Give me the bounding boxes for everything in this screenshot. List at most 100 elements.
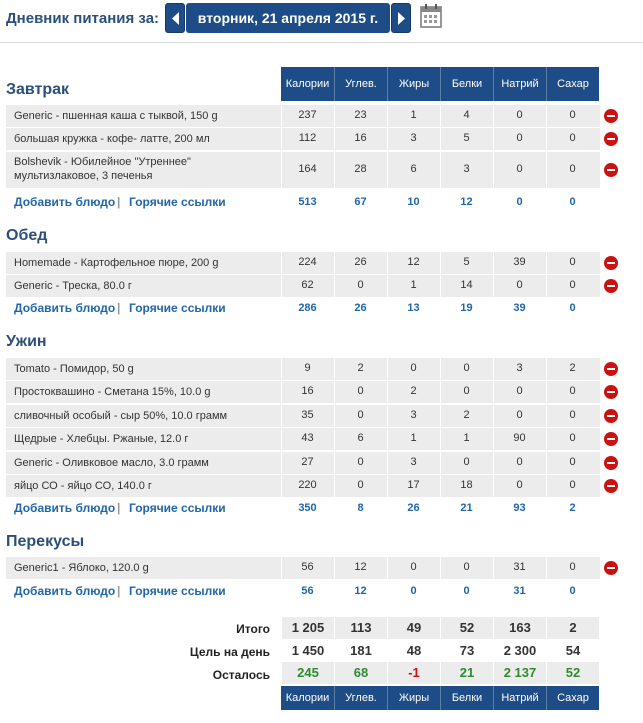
food-name-line: Generic - Оливковое масло, 3.0 грамм [14, 457, 209, 469]
cell-divider [546, 405, 547, 427]
meal-total-value: 26 [407, 502, 420, 514]
meal-totals-row: Добавить блюдо | Горячие ссылки 513 67 10 12 0 0 [6, 193, 600, 215]
cell-divider [334, 452, 335, 474]
nutrient-value: 3 [463, 163, 470, 175]
meal-total-value: 0 [569, 196, 576, 208]
food-name[interactable]: яйцо СО - яйцо СО, 140.0 г [14, 479, 152, 493]
summary-value: 181 [334, 640, 387, 662]
nutrient-value: 0 [569, 479, 576, 491]
food-name[interactable]: Bolshevik - Юбилейное "Утреннее" мультизл… [14, 155, 191, 183]
meal-total-value: 21 [460, 502, 473, 514]
next-day-button[interactable] [391, 3, 411, 33]
add-food-link[interactable]: Добавить блюдо [14, 195, 116, 209]
food-row: большая кружка - кофе- латте, 200 мл 112 1… [6, 128, 600, 150]
food-name[interactable]: Generic - Оливковое масло, 3.0 грамм [14, 456, 209, 470]
nutrient-value: 3 [410, 132, 417, 144]
add-food-link[interactable]: Добавить блюдо [14, 584, 116, 598]
cell-divider [334, 275, 335, 297]
food-name[interactable]: Щедрые - Хлебцы. Ржаные, 12.0 г [14, 432, 188, 446]
cell-divider [334, 557, 335, 579]
remove-food-icon[interactable] [604, 279, 618, 293]
food-name-line: Generic - пшенная каша с тыквой, 150 g [14, 110, 218, 122]
cell-divider [281, 152, 282, 188]
nutrient-value: 0 [516, 109, 523, 121]
nutrient-value: 4 [463, 109, 470, 121]
col-calories: Калории [285, 692, 330, 704]
food-name[interactable]: сливочный особый - сыр 50%, 10.0 грамм [14, 409, 227, 423]
nutrient-value: 0 [569, 409, 576, 421]
cell-divider [440, 475, 441, 497]
quick-links-link[interactable]: Горячие ссылки [129, 301, 226, 315]
prev-day-button[interactable] [165, 3, 185, 33]
quick-links-link[interactable]: Горячие ссылки [129, 195, 226, 209]
remove-food-icon[interactable] [604, 561, 618, 575]
quick-links-link[interactable]: Горячие ссылки [129, 501, 226, 515]
remove-food-icon[interactable] [604, 479, 618, 493]
nutrient-value: 90 [513, 432, 526, 444]
cell-divider [493, 452, 494, 474]
quick-links-link[interactable]: Горячие ссылки [129, 584, 226, 598]
link-separator: | [117, 501, 121, 515]
remove-food-icon[interactable] [604, 385, 618, 399]
cell-divider [546, 428, 547, 450]
meal-total-value: 19 [460, 302, 473, 314]
food-name[interactable]: Generic - Треска, 80.0 г [14, 279, 132, 293]
summary-value: 21 [440, 662, 493, 684]
calendar-icon[interactable] [420, 4, 442, 28]
remove-food-icon[interactable] [604, 256, 618, 270]
col-carbs: Углев. [334, 67, 387, 101]
add-food-link[interactable]: Добавить блюдо [14, 501, 116, 515]
nutrient-value: 1 [463, 432, 470, 444]
food-name[interactable]: Generic - пшенная каша с тыквой, 150 g [14, 109, 218, 123]
food-name[interactable]: Generic1 - Яблоко, 120.0 g [14, 561, 149, 575]
food-name[interactable]: Homemade - Картофельное пюре, 200 g [14, 256, 218, 270]
remove-food-icon[interactable] [604, 409, 618, 423]
remove-food-icon[interactable] [604, 456, 618, 470]
cell-divider [334, 358, 335, 380]
food-name-line: Простоквашино - Сметана 15%, 10.0 g [14, 386, 211, 398]
nutrient-value: 0 [463, 561, 470, 573]
remove-food-icon[interactable] [604, 132, 618, 146]
goal-label: Цель на день [189, 645, 270, 659]
nutrient-value: 31 [513, 561, 526, 573]
cell-divider [440, 128, 441, 150]
nutrient-value: 16 [354, 132, 367, 144]
cell-divider [493, 275, 494, 297]
nutrient-value: 0 [357, 479, 364, 491]
remove-food-icon[interactable] [604, 362, 618, 376]
meal-totals-row: Добавить блюдо | Горячие ссылки 56 12 0 0 31 0 [6, 582, 600, 604]
food-name-line: мультизлаковое, 3 печенья [14, 170, 153, 182]
cell-divider [281, 358, 282, 380]
cell-divider [440, 452, 441, 474]
meal-total-value: 39 [513, 302, 526, 314]
nutrient-value: 0 [516, 409, 523, 421]
meal-total-value: 0 [569, 302, 576, 314]
food-name[interactable]: Tomato - Помидор, 50 g [14, 362, 134, 376]
cell-divider [281, 557, 282, 579]
cell-divider [281, 428, 282, 450]
food-row: Generic - Оливковое масло, 3.0 грамм 27 0 3… [6, 452, 600, 474]
cell-divider [493, 381, 494, 403]
cell-divider [334, 405, 335, 427]
nutrient-value: 0 [569, 132, 576, 144]
remove-food-icon[interactable] [604, 163, 618, 177]
cell-divider [387, 381, 388, 403]
nutrient-value: 0 [357, 456, 364, 468]
cell-divider [387, 275, 388, 297]
remove-food-icon[interactable] [604, 432, 618, 446]
cell-divider [546, 105, 547, 127]
nutrient-value: 0 [516, 163, 523, 175]
nutrient-value: 43 [301, 432, 314, 444]
summary-value: -1 [387, 662, 440, 684]
add-food-link[interactable]: Добавить блюдо [14, 301, 116, 315]
chevron-left-icon [172, 12, 179, 25]
food-name[interactable]: Простоквашино - Сметана 15%, 10.0 g [14, 385, 211, 399]
summary-value: 48 [387, 640, 440, 662]
nutrient-value: 0 [516, 479, 523, 491]
nutrient-value: 237 [298, 109, 317, 121]
nutrient-value: 0 [516, 456, 523, 468]
food-name[interactable]: большая кружка - кофе- латте, 200 мл [14, 132, 210, 146]
meal-title: Обед [6, 227, 48, 244]
remove-food-icon[interactable] [604, 109, 618, 123]
meal-total-value: 10 [407, 196, 420, 208]
